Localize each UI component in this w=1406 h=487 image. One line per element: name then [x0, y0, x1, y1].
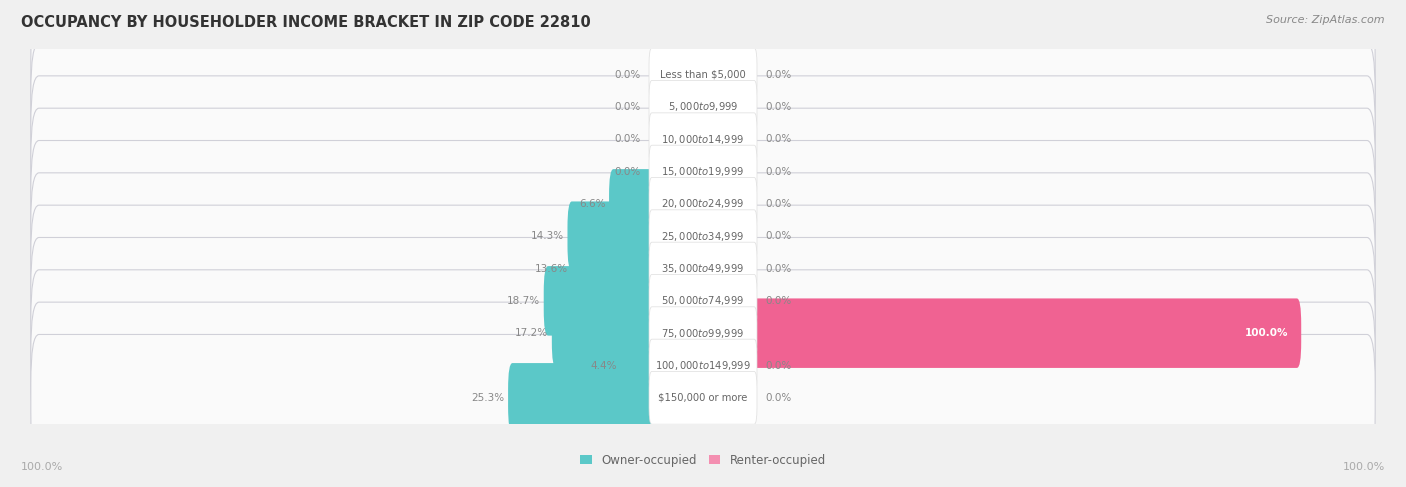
FancyBboxPatch shape: [31, 76, 1375, 203]
FancyBboxPatch shape: [650, 113, 756, 166]
FancyBboxPatch shape: [650, 145, 756, 198]
Text: $10,000 to $14,999: $10,000 to $14,999: [661, 133, 745, 146]
FancyBboxPatch shape: [31, 43, 1375, 170]
FancyBboxPatch shape: [31, 173, 1375, 300]
Text: 100.0%: 100.0%: [21, 462, 63, 472]
Text: 0.0%: 0.0%: [614, 167, 641, 177]
Text: OCCUPANCY BY HOUSEHOLDER INCOME BRACKET IN ZIP CODE 22810: OCCUPANCY BY HOUSEHOLDER INCOME BRACKET …: [21, 15, 591, 30]
Text: 0.0%: 0.0%: [765, 199, 792, 209]
FancyBboxPatch shape: [551, 299, 654, 368]
FancyBboxPatch shape: [650, 307, 756, 359]
Text: $50,000 to $74,999: $50,000 to $74,999: [661, 294, 745, 307]
Text: $25,000 to $34,999: $25,000 to $34,999: [661, 230, 745, 243]
Text: 0.0%: 0.0%: [614, 102, 641, 112]
Text: 4.4%: 4.4%: [591, 360, 617, 371]
FancyBboxPatch shape: [31, 270, 1375, 396]
Text: 0.0%: 0.0%: [765, 296, 792, 306]
FancyBboxPatch shape: [650, 339, 756, 392]
Text: 18.7%: 18.7%: [506, 296, 540, 306]
Text: $150,000 or more: $150,000 or more: [658, 393, 748, 403]
FancyBboxPatch shape: [571, 234, 654, 303]
Text: 14.3%: 14.3%: [530, 231, 564, 241]
Text: 0.0%: 0.0%: [614, 70, 641, 79]
Legend: Owner-occupied, Renter-occupied: Owner-occupied, Renter-occupied: [579, 453, 827, 467]
FancyBboxPatch shape: [650, 178, 756, 230]
Text: 0.0%: 0.0%: [765, 231, 792, 241]
Text: $5,000 to $9,999: $5,000 to $9,999: [668, 100, 738, 113]
Text: 13.6%: 13.6%: [534, 263, 568, 274]
FancyBboxPatch shape: [752, 299, 1301, 368]
Text: 0.0%: 0.0%: [765, 393, 792, 403]
FancyBboxPatch shape: [31, 238, 1375, 364]
FancyBboxPatch shape: [31, 205, 1375, 332]
Text: $35,000 to $49,999: $35,000 to $49,999: [661, 262, 745, 275]
Text: Less than $5,000: Less than $5,000: [661, 70, 745, 79]
Text: 17.2%: 17.2%: [515, 328, 548, 338]
Text: $15,000 to $19,999: $15,000 to $19,999: [661, 165, 745, 178]
Text: 0.0%: 0.0%: [765, 263, 792, 274]
Text: $100,000 to $149,999: $100,000 to $149,999: [655, 359, 751, 372]
FancyBboxPatch shape: [31, 335, 1375, 461]
FancyBboxPatch shape: [650, 242, 756, 295]
FancyBboxPatch shape: [31, 141, 1375, 267]
Text: 6.6%: 6.6%: [579, 199, 605, 209]
FancyBboxPatch shape: [650, 48, 756, 101]
FancyBboxPatch shape: [609, 169, 654, 239]
FancyBboxPatch shape: [508, 363, 654, 432]
Text: 0.0%: 0.0%: [765, 102, 792, 112]
Text: 25.3%: 25.3%: [471, 393, 505, 403]
FancyBboxPatch shape: [621, 331, 654, 400]
FancyBboxPatch shape: [31, 108, 1375, 235]
Text: 0.0%: 0.0%: [765, 70, 792, 79]
Text: 0.0%: 0.0%: [614, 134, 641, 144]
FancyBboxPatch shape: [544, 266, 654, 336]
FancyBboxPatch shape: [650, 372, 756, 424]
Text: Source: ZipAtlas.com: Source: ZipAtlas.com: [1267, 15, 1385, 25]
FancyBboxPatch shape: [650, 275, 756, 327]
Text: $75,000 to $99,999: $75,000 to $99,999: [661, 327, 745, 339]
Text: 0.0%: 0.0%: [765, 360, 792, 371]
Text: 100.0%: 100.0%: [1246, 328, 1289, 338]
FancyBboxPatch shape: [650, 80, 756, 133]
Text: 100.0%: 100.0%: [1343, 462, 1385, 472]
FancyBboxPatch shape: [31, 302, 1375, 429]
FancyBboxPatch shape: [31, 11, 1375, 138]
FancyBboxPatch shape: [650, 210, 756, 262]
Text: 0.0%: 0.0%: [765, 134, 792, 144]
Text: 0.0%: 0.0%: [765, 167, 792, 177]
Text: $20,000 to $24,999: $20,000 to $24,999: [661, 197, 745, 210]
FancyBboxPatch shape: [568, 202, 654, 271]
